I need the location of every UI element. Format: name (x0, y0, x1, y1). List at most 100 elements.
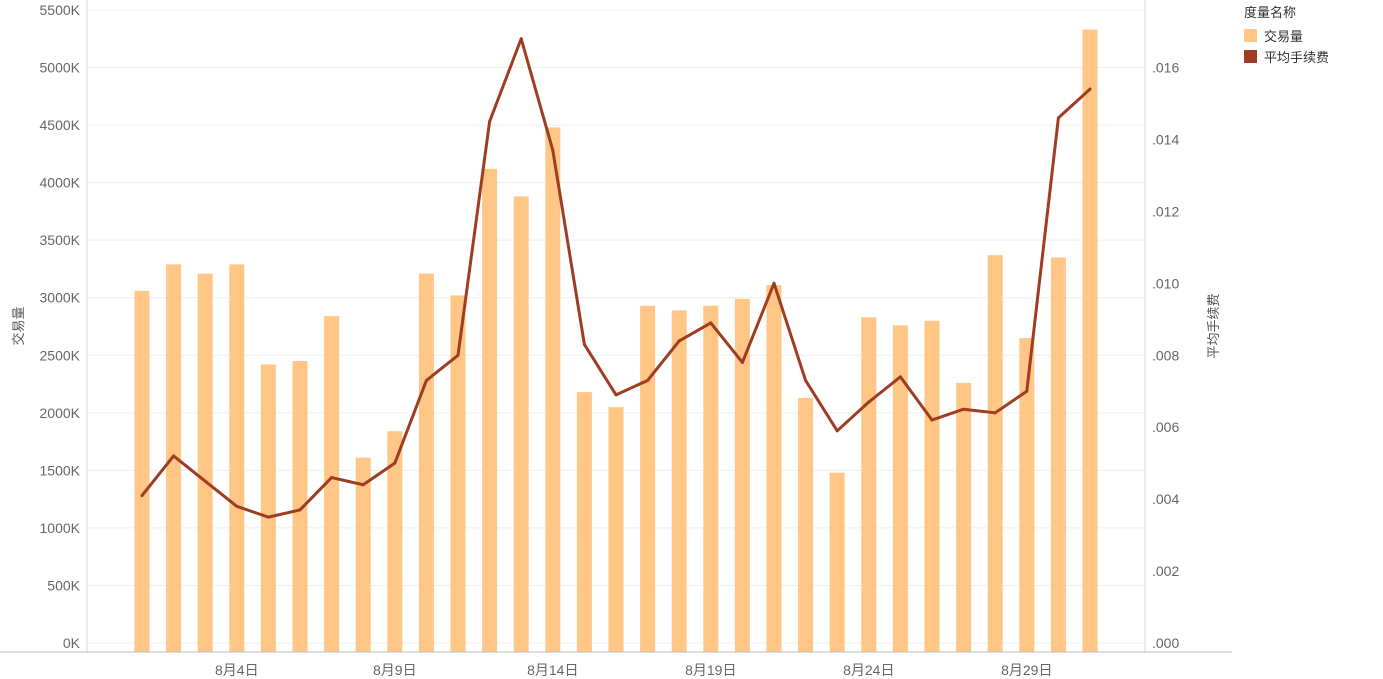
left-tick-label: 5500K (40, 2, 81, 18)
bar (703, 305, 719, 652)
legend-swatch-avg-fee (1244, 50, 1257, 63)
bar (387, 431, 403, 652)
legend-item-avg-fee[interactable]: 平均手续费 (1244, 46, 1329, 67)
x-tick-label: 8月9日 (373, 662, 417, 678)
right-tick-label: .002 (1152, 563, 1179, 579)
bar (513, 196, 529, 652)
bar (640, 305, 656, 652)
fee-point (677, 339, 681, 343)
fee-point (962, 407, 966, 411)
fee-point (361, 483, 365, 487)
fee-point (298, 508, 302, 512)
fee-point (424, 378, 428, 382)
fee-point (709, 321, 713, 325)
right-axis-title: 平均手续费 (1207, 293, 1222, 358)
bar (1019, 338, 1035, 652)
bar (450, 295, 466, 652)
fee-point (835, 429, 839, 433)
fee-point (203, 479, 207, 483)
legend-item-volume[interactable]: 交易量 (1244, 25, 1329, 46)
bar (956, 382, 972, 652)
fee-point (646, 378, 650, 382)
right-tick-label: .004 (1152, 491, 1179, 507)
legend-label-avg-fee: 平均手续费 (1264, 51, 1330, 66)
fee-point (266, 515, 270, 519)
fee-point (1088, 87, 1092, 91)
legend-title: 度量名称 (1244, 6, 1297, 21)
bar (924, 320, 940, 652)
bar (798, 397, 814, 652)
fee-point (235, 504, 239, 508)
x-tick-label: 8月29日 (1001, 662, 1052, 678)
bar (671, 310, 687, 652)
right-tick-label: .000 (1152, 635, 1179, 651)
fee-point (930, 418, 934, 422)
legend: 度量名称 交易量 平均手续费 (1244, 2, 1329, 67)
right-tick-label: .010 (1152, 275, 1179, 291)
fee-point (740, 360, 744, 364)
x-axis-ticks: 8月4日 8月9日 8月14日 8月19日 8月24日 8月29日 (215, 662, 1052, 678)
fee-point (488, 119, 492, 123)
fee-point (898, 375, 902, 379)
right-axis-ticks: .000 .002 .004 .006 .008 .010 .012 .014 .016 (1152, 60, 1179, 651)
legend-swatch-volume (1244, 29, 1257, 42)
left-tick-label: 2000K (40, 405, 81, 421)
x-tick-label: 8月14日 (527, 662, 578, 678)
bar (260, 364, 276, 652)
bar (734, 298, 750, 652)
fee-point (993, 411, 997, 415)
left-axis-ticks: 0K 500K 1000K 1500K 2000K 2500K 3000K 3500K 4000… (40, 2, 81, 651)
fee-point (582, 342, 586, 346)
bar (1050, 257, 1066, 652)
left-tick-label: 0K (63, 635, 81, 651)
bar (229, 264, 245, 652)
fee-point (393, 461, 397, 465)
fee-point (614, 393, 618, 397)
bar (418, 273, 434, 652)
fee-point (551, 148, 555, 152)
bar (197, 273, 213, 652)
bar (1082, 29, 1098, 653)
bar (829, 472, 845, 652)
fee-point (1025, 389, 1029, 393)
right-tick-label: .016 (1152, 60, 1179, 76)
bar (892, 325, 908, 652)
fee-point (330, 476, 334, 480)
left-tick-label: 500K (47, 577, 80, 593)
left-tick-label: 2500K (40, 347, 81, 363)
fee-point (867, 400, 871, 404)
axes (0, 0, 1232, 653)
fee-point (772, 281, 776, 285)
bar-series (134, 29, 1098, 653)
left-tick-label: 5000K (40, 60, 81, 76)
bar (545, 127, 561, 653)
right-tick-label: .014 (1152, 131, 1179, 147)
fee-point (456, 353, 460, 357)
legend-label-volume: 交易量 (1264, 30, 1304, 45)
left-axis-title: 交易量 (11, 306, 27, 345)
bar (576, 392, 592, 652)
right-tick-label: .008 (1152, 347, 1179, 363)
bar (134, 290, 150, 652)
bar (766, 285, 782, 652)
bar (987, 255, 1003, 653)
left-tick-label: 4500K (40, 117, 81, 133)
left-tick-label: 3500K (40, 232, 81, 248)
bar (608, 407, 624, 652)
fee-point (1056, 116, 1060, 120)
fee-point (140, 494, 144, 498)
bar (482, 168, 498, 653)
right-tick-label: .006 (1152, 419, 1179, 435)
fee-point (519, 37, 523, 41)
bar (861, 317, 877, 652)
fee-point (172, 454, 176, 458)
bar (324, 316, 340, 652)
x-tick-label: 8月19日 (685, 662, 736, 678)
bar (355, 457, 371, 652)
left-tick-label: 1000K (40, 520, 81, 536)
left-tick-label: 1500K (40, 462, 81, 478)
left-tick-label: 3000K (40, 290, 81, 306)
right-tick-label: .012 (1152, 203, 1179, 219)
x-tick-label: 8月4日 (215, 662, 259, 678)
